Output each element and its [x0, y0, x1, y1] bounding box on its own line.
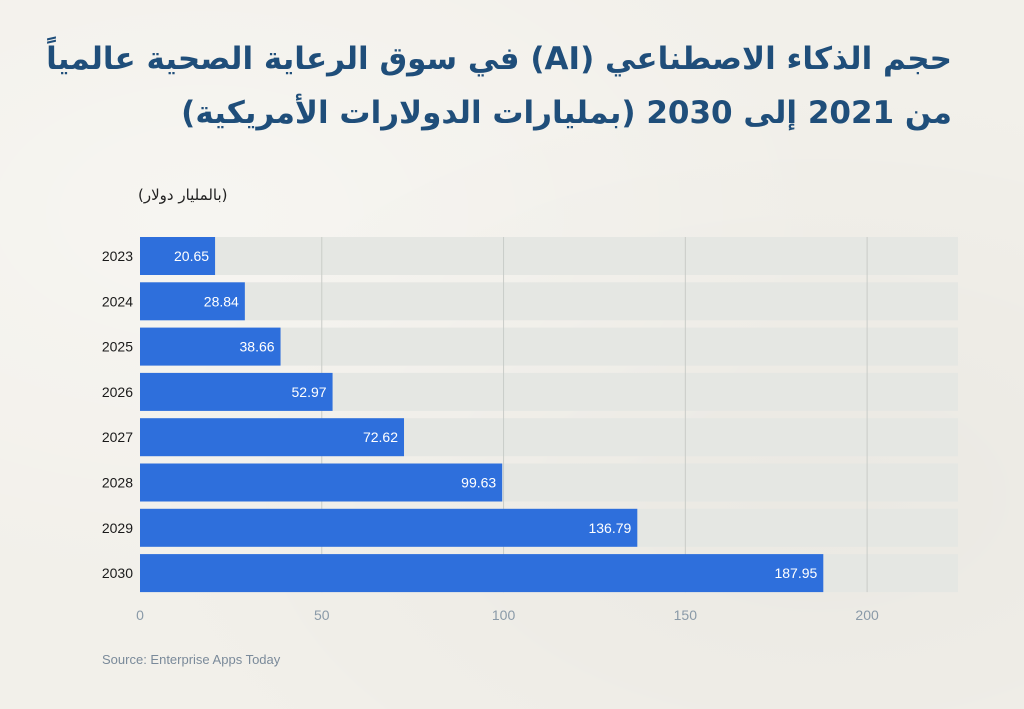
chart-title-line-2: من 2021 إلى 2030 (بمليارات الدولارات الأ…	[181, 95, 952, 131]
bar-value-label: 187.95	[774, 565, 817, 581]
x-tick-label: 100	[492, 607, 516, 623]
bar-value-label: 72.62	[363, 429, 398, 445]
bar	[140, 237, 216, 275]
bar	[140, 282, 245, 321]
x-tick-label: 50	[314, 607, 330, 623]
bar	[140, 554, 824, 593]
x-tick-label: 200	[855, 607, 879, 623]
category-label: 2028	[102, 475, 133, 491]
x-tick-label: 0	[136, 607, 144, 623]
bar-value-label: 28.84	[204, 293, 239, 309]
bar-value-label: 20.65	[174, 248, 209, 264]
category-label: 2024	[102, 293, 133, 309]
bar-value-label: 136.79	[588, 520, 631, 536]
bar	[140, 327, 281, 366]
bar-value-label: 52.97	[292, 384, 327, 400]
chart-title-line-1: حجم الذكاء الاصطناعي (AI) في سوق الرعاية…	[46, 41, 952, 77]
row-track	[140, 282, 958, 321]
category-label: 2023	[102, 248, 133, 264]
chart-title: حجم الذكاء الاصطناعي (AI) في سوق الرعاية…	[40, 32, 952, 140]
category-label: 2029	[102, 520, 133, 536]
bar	[140, 372, 333, 411]
category-label: 2025	[102, 339, 133, 355]
row-track	[140, 237, 958, 275]
x-tick-label: 150	[674, 607, 698, 623]
bar	[140, 508, 638, 547]
bar-value-label: 99.63	[461, 475, 496, 491]
category-label: 2030	[102, 565, 133, 581]
unit-label: (بالمليار دولار)	[138, 186, 228, 204]
category-label: 2027	[102, 429, 133, 445]
source-note: Source: Enterprise Apps Today	[102, 652, 281, 667]
bar-value-label: 38.66	[240, 339, 275, 355]
bar	[140, 418, 405, 457]
bar	[140, 463, 503, 502]
category-label: 2026	[102, 384, 133, 400]
